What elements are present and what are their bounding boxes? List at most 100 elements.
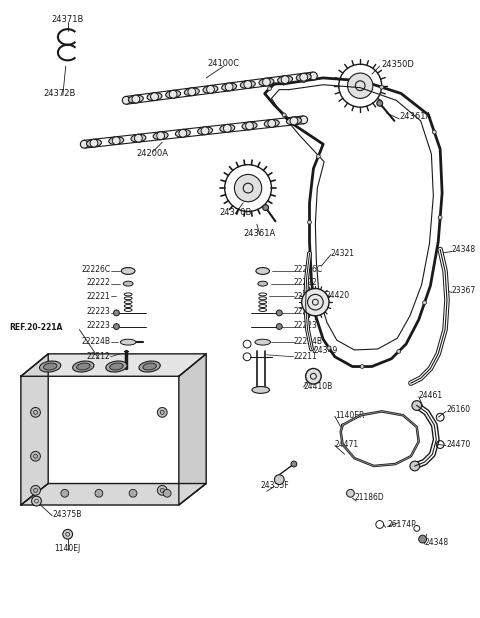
Text: 22222: 22222 <box>294 278 318 287</box>
Ellipse shape <box>134 134 142 142</box>
Circle shape <box>302 289 329 316</box>
Text: 1140ER: 1140ER <box>335 411 364 420</box>
Text: 24371B: 24371B <box>51 15 84 24</box>
Text: 24361A: 24361A <box>244 229 276 239</box>
Circle shape <box>432 130 436 134</box>
Ellipse shape <box>201 127 209 135</box>
Circle shape <box>380 85 384 89</box>
Text: 24321: 24321 <box>331 249 355 258</box>
Ellipse shape <box>157 132 165 140</box>
Text: 24361A: 24361A <box>399 112 432 121</box>
Ellipse shape <box>147 93 162 101</box>
Ellipse shape <box>72 361 94 372</box>
Text: 24100C: 24100C <box>208 59 240 68</box>
Circle shape <box>302 79 306 83</box>
Text: 24461: 24461 <box>419 391 443 400</box>
Text: 22211: 22211 <box>294 352 318 362</box>
Circle shape <box>157 407 167 417</box>
Ellipse shape <box>90 139 98 147</box>
Text: 24348: 24348 <box>425 538 449 546</box>
Circle shape <box>397 349 401 353</box>
Text: 24200A: 24200A <box>136 150 168 158</box>
Ellipse shape <box>179 129 187 137</box>
Text: 22212: 22212 <box>87 352 110 362</box>
Circle shape <box>114 310 120 316</box>
Ellipse shape <box>300 74 308 81</box>
Text: 24470: 24470 <box>446 440 470 449</box>
Ellipse shape <box>203 85 218 93</box>
Circle shape <box>306 368 321 384</box>
Circle shape <box>129 489 137 497</box>
Circle shape <box>422 301 427 305</box>
Ellipse shape <box>188 88 196 96</box>
Circle shape <box>348 73 373 98</box>
Ellipse shape <box>139 361 160 372</box>
Ellipse shape <box>121 268 135 274</box>
Ellipse shape <box>39 361 61 372</box>
Ellipse shape <box>112 137 120 145</box>
Circle shape <box>63 530 72 539</box>
Text: 22226C: 22226C <box>82 265 110 274</box>
Text: 24471: 24471 <box>335 440 359 449</box>
Ellipse shape <box>263 78 270 86</box>
Text: 26160: 26160 <box>446 405 470 414</box>
Circle shape <box>95 489 103 497</box>
Text: 22223: 22223 <box>87 307 110 316</box>
Text: 22221: 22221 <box>294 292 318 301</box>
Ellipse shape <box>43 363 57 370</box>
Text: 22226C: 22226C <box>294 265 323 274</box>
Ellipse shape <box>259 78 274 86</box>
Text: 24372B: 24372B <box>44 89 76 98</box>
Text: 26174P: 26174P <box>387 520 416 529</box>
Circle shape <box>275 475 284 485</box>
Ellipse shape <box>310 72 317 80</box>
Circle shape <box>31 451 40 461</box>
Ellipse shape <box>296 74 311 81</box>
Circle shape <box>410 461 420 471</box>
Ellipse shape <box>240 81 255 88</box>
Ellipse shape <box>122 96 130 104</box>
Circle shape <box>360 365 364 368</box>
Circle shape <box>31 407 40 417</box>
Ellipse shape <box>268 119 276 127</box>
Circle shape <box>412 400 421 410</box>
Ellipse shape <box>109 363 123 370</box>
Ellipse shape <box>120 339 136 345</box>
Circle shape <box>282 113 286 117</box>
Polygon shape <box>21 354 206 376</box>
Text: 22224B: 22224B <box>82 337 110 345</box>
Ellipse shape <box>277 76 292 83</box>
Ellipse shape <box>151 93 158 101</box>
Ellipse shape <box>153 132 168 140</box>
Ellipse shape <box>264 119 279 127</box>
Circle shape <box>347 489 354 497</box>
Text: 24348: 24348 <box>452 245 476 254</box>
Circle shape <box>327 346 331 350</box>
Text: 22223: 22223 <box>87 321 110 330</box>
Circle shape <box>157 486 167 495</box>
Ellipse shape <box>86 139 101 147</box>
Circle shape <box>291 461 297 467</box>
Ellipse shape <box>132 95 140 103</box>
Circle shape <box>234 174 262 201</box>
Ellipse shape <box>300 116 308 124</box>
Circle shape <box>438 216 442 219</box>
Text: 1140EJ: 1140EJ <box>55 544 81 553</box>
Circle shape <box>32 496 41 506</box>
Text: 24349: 24349 <box>313 347 337 355</box>
Ellipse shape <box>246 122 253 130</box>
Text: 24370B: 24370B <box>219 208 252 217</box>
Ellipse shape <box>198 127 213 135</box>
Ellipse shape <box>225 83 233 91</box>
Circle shape <box>312 296 315 300</box>
Circle shape <box>316 154 320 158</box>
Circle shape <box>419 535 427 543</box>
Ellipse shape <box>131 134 146 142</box>
Circle shape <box>31 486 40 495</box>
Circle shape <box>276 324 282 329</box>
Circle shape <box>308 220 312 224</box>
Text: 24375B: 24375B <box>52 510 82 519</box>
Ellipse shape <box>220 124 235 132</box>
Circle shape <box>114 324 120 329</box>
Ellipse shape <box>76 363 90 370</box>
